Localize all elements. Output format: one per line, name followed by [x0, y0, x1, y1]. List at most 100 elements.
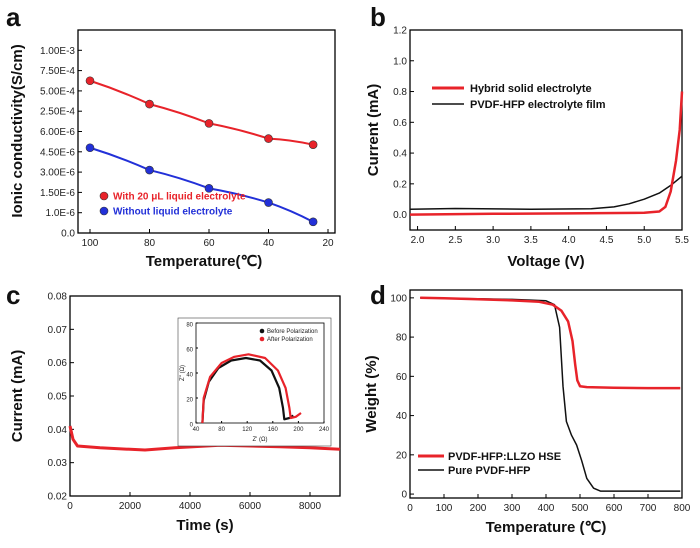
panel-c-x-tick-label: 4000 [179, 501, 202, 512]
data-point [204, 119, 214, 128]
data-point [264, 198, 273, 207]
panel-b-x-tick-label: 4.5 [599, 235, 613, 246]
inset-series [201, 353, 302, 424]
inset-xlabel: Z' (Ω) [253, 437, 268, 443]
panel-b-x-tick-label: 2.5 [448, 235, 462, 246]
panel-c-y-tick-label: 0.06 [48, 358, 68, 369]
inset-x-tick-label: 160 [268, 427, 279, 433]
inset-y-tick-label: 40 [186, 373, 193, 379]
panel-a-legend: With 20 μL liquid electrolyte Without li… [99, 191, 246, 218]
panel-d-x-tick-label: 500 [572, 503, 589, 514]
data-point [85, 143, 95, 153]
panel-d-x-tick-label: 200 [470, 503, 487, 514]
series-line-current [68, 425, 341, 452]
series-line-hybrid [409, 91, 684, 216]
panel-b-y-tick-label: 0.8 [393, 87, 407, 98]
panel-b-x-tick-label: 5.0 [637, 235, 651, 246]
panel-b-y-tick-label: 1.2 [393, 26, 407, 37]
data-point [85, 76, 95, 86]
legend-marker-with-liquid [99, 191, 109, 201]
panel-c-y-tick-label: 0.07 [48, 325, 68, 336]
data-point [145, 165, 154, 175]
inset-x-tick-label: 40 [193, 427, 200, 433]
panel-c-x-ticks: 0 2000 4000 6000 8000 [67, 492, 322, 512]
panel-c-y-tick-label: 0.05 [48, 392, 68, 403]
panel-b-frame [409, 29, 683, 231]
panel-b-y-tick-label: 0.2 [393, 179, 407, 190]
panel-a-xlabel: Temperature(℃) [146, 253, 263, 270]
panel-a-y-tick-label: 7.50E-4 [40, 66, 75, 77]
inset-x-ticks: 40 80 120 160 200 240 [193, 421, 330, 433]
data-point [308, 140, 318, 149]
panel-d-series [420, 296, 681, 492]
panel-a-x-ticks: 100 80 60 40 20 [82, 229, 334, 249]
panel-b-series [409, 91, 684, 216]
legend-label-pure: Pure PVDF-HFP [448, 465, 531, 477]
panel-a-y-ticks: 0.0 1.0E-6 1.50E-6 3.00E-6 4.50E-6 6.00E-6 2.5… [40, 46, 82, 240]
series-line-pvdf-hfp-llzo [420, 296, 681, 390]
panel-d-y-tick-label: 40 [396, 411, 408, 422]
panel-a-y-tick-label: 2.50E-4 [40, 107, 75, 118]
panel-b-x-tick-label: 3.5 [524, 235, 538, 246]
panel-b-y-tick-label: 0.4 [393, 149, 407, 160]
series-line-pvdf-hfp-film [409, 175, 683, 210]
panel-c-y-tick-label: 0.02 [48, 492, 68, 503]
panel-b-legend: Hybrid solid electrolyte PVDF-HFP electr… [432, 83, 606, 111]
inset-series-after [201, 353, 302, 424]
panel-b-ylabel: Current (mA) [365, 84, 382, 177]
panel-c: c 0.020.030.040.050.060.070.08 0 2000 4000… [6, 280, 341, 534]
panel-c-x-tick-label: 8000 [299, 501, 322, 512]
inset-x-tick-label: 80 [218, 427, 225, 433]
panel-d-y-tick-label: 20 [396, 450, 408, 461]
inset-y-tick-label: 0 [190, 423, 194, 429]
inset-y-tick-label: 60 [186, 348, 193, 354]
inset-x-tick-label: 200 [293, 427, 304, 433]
panel-a-y-tick-label: 0.0 [61, 229, 75, 240]
inset-ylabel: Z'' (Ω) [180, 365, 186, 381]
panel-d: d 0 20 40 60 80 100 0 100 200 300 400 500 600 700 800… [363, 280, 691, 536]
panel-c-y-tick-label: 0.04 [48, 425, 68, 436]
panel-c-y-ticks: 0.02 0.03 0.04 0.05 0.06 0.07 0.08 [48, 292, 74, 503]
panel-d-y-tick-label: 100 [390, 293, 407, 304]
panel-a-x-tick-label: 40 [263, 238, 275, 249]
panel-b-y-ticks: 0.0 0.2 0.4 0.6 0.8 1.0 1.2 [393, 26, 414, 221]
panel-d-x-ticks: 0 100 200 300 400 500 600 700 800 [407, 494, 691, 514]
panel-a-label: a [6, 2, 21, 32]
panel-d-x-tick-label: 0 [407, 503, 413, 514]
panel-d-y-tick-label: 0 [401, 490, 407, 501]
inset-box [177, 317, 332, 447]
data-point [204, 184, 214, 193]
panel-c-series [68, 425, 341, 452]
inset-legend-marker-after [259, 336, 265, 342]
legend-label-hse: PVDF-HFP:LLZO HSE [448, 451, 561, 463]
panel-a-y-tick-label: 1.00E-3 [40, 46, 75, 57]
panel-a-y-tick-label: 1.50E-6 [40, 188, 75, 199]
panel-c-x-tick-label: 0 [67, 501, 73, 512]
panel-c-ylabel: Current (mA) [9, 350, 26, 443]
panel-b-x-tick-label: 2.0 [411, 235, 425, 246]
panel-c-y-tick-label: 0.08 [48, 292, 68, 303]
panel-d-x-tick-label: 600 [606, 503, 623, 514]
panel-a-y-tick-label: 6.00E-6 [40, 127, 75, 138]
panel-b: b 0.0 0.2 0.4 0.6 0.8 1.0 1.2 2.0 2.5 3.0 3.5 4.0 4… [365, 2, 689, 270]
panel-c-xlabel: Time (s) [176, 517, 233, 534]
legend-label-pvdf: PVDF-HFP electrolyte film [470, 99, 606, 111]
panel-d-xlabel: Temperature (℃) [486, 519, 607, 536]
panel-b-y-tick-label: 0.6 [393, 118, 407, 129]
inset-legend-label-after: After Polarization [267, 337, 313, 343]
panel-a-y-tick-label: 5.00E-4 [40, 86, 75, 97]
data-point [145, 99, 154, 109]
series-line-with-liquid [89, 79, 314, 146]
panel-c-label: c [6, 280, 20, 310]
panel-a-y-tick-label: 3.00E-6 [40, 168, 75, 179]
panel-b-x-ticks: 2.0 2.5 3.0 3.5 4.0 4.5 5.0 5.5 [411, 226, 689, 246]
panel-a-y-tick-label: 4.50E-6 [40, 147, 75, 158]
panel-b-xlabel: Voltage (V) [507, 253, 584, 270]
panel-d-ylabel: Weight (%) [363, 355, 380, 432]
legend-marker-without-liquid [99, 206, 109, 216]
panel-c-x-tick-label: 6000 [239, 501, 262, 512]
panel-d-x-tick-label: 300 [504, 503, 521, 514]
inset-legend: Before Polarization After Polarization [259, 328, 318, 343]
panel-a-x-tick-label: 80 [144, 238, 156, 249]
